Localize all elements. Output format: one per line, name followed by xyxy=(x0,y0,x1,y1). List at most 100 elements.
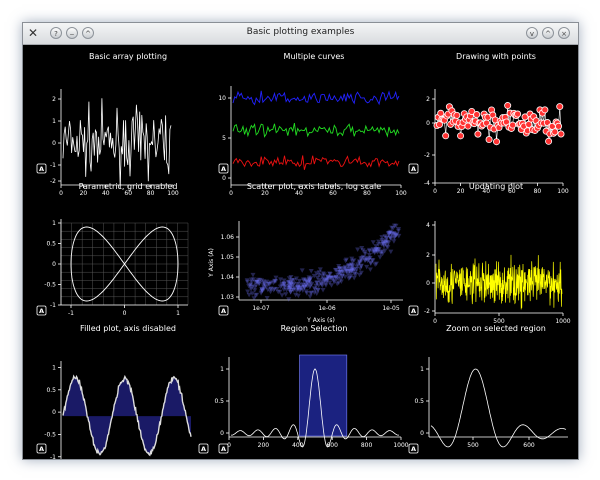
scatter-point xyxy=(306,275,312,280)
scatter-point xyxy=(343,266,349,272)
close-icon[interactable]: × xyxy=(558,27,570,39)
auto-range-button[interactable]: A xyxy=(408,163,419,174)
scatter-point xyxy=(340,268,346,274)
scatter-point xyxy=(349,265,355,270)
scatter-point xyxy=(277,284,283,290)
scatter-point xyxy=(307,283,313,288)
scatter-point xyxy=(350,263,356,268)
scatter-point xyxy=(376,247,382,252)
maximize-icon[interactable]: ^ xyxy=(542,27,554,39)
scatter-point xyxy=(375,248,381,253)
y-tick-label: 2 xyxy=(52,96,56,103)
scatter-point xyxy=(268,286,274,292)
scatter-point xyxy=(384,244,390,249)
scatter-point xyxy=(303,279,309,285)
scatter-point xyxy=(388,229,394,235)
scatter-point xyxy=(339,270,345,275)
auto-range-button[interactable]: A xyxy=(408,443,419,454)
scatter-point xyxy=(353,272,359,277)
scatter-point xyxy=(357,272,363,278)
plot-panel-4[interactable]: Parametric, grid enabled -1 0 1 1 0.5 0 -0.5 -1 A xyxy=(36,182,189,317)
scatter-point xyxy=(333,274,339,280)
x-tick-label: 0 xyxy=(123,310,127,317)
auto-range-button[interactable]: A xyxy=(36,163,47,174)
scatter-point xyxy=(346,266,352,272)
scatter-point xyxy=(373,247,379,253)
plot-title: Parametric, grid enabled xyxy=(79,182,178,191)
scatter-point xyxy=(306,279,312,284)
scatter-point xyxy=(285,279,291,285)
plot-title: Region Selection xyxy=(281,324,348,333)
x-tick-label: 500 xyxy=(467,442,479,449)
y-tick-label: 10 xyxy=(218,95,226,102)
scatter-point xyxy=(317,267,323,272)
scatter-point xyxy=(378,249,384,255)
scatter-point xyxy=(299,268,305,273)
scatter-point xyxy=(392,232,398,237)
auto-range-label: A xyxy=(221,165,226,173)
scatter-point xyxy=(342,264,348,270)
plot-panel-2[interactable]: Multiple curves 0 20 40 60 80 100 10 5 0 A xyxy=(218,52,407,197)
x-tick-label: 600 xyxy=(523,442,535,449)
scatter-point xyxy=(307,277,313,283)
scatter-point xyxy=(357,259,363,265)
scatter-point xyxy=(300,282,306,287)
scatter-point xyxy=(385,245,391,250)
auto-range-button[interactable]: A xyxy=(36,305,47,316)
scatter-point xyxy=(294,284,300,290)
scatter-point xyxy=(261,280,267,286)
menu-icon[interactable]: v xyxy=(526,27,538,39)
scatter-point xyxy=(335,269,341,275)
auto-range-button[interactable]: A xyxy=(218,443,229,454)
scatter-point xyxy=(246,292,252,298)
y-tick-label: 1 xyxy=(52,364,56,371)
scatter-point xyxy=(334,281,340,287)
data-point xyxy=(514,110,522,118)
scatter-point xyxy=(317,278,323,283)
scatter-point xyxy=(367,252,373,258)
plot-panel-5[interactable]: Scatter plot, axis labels, log scale 1e-0… xyxy=(208,182,403,324)
shade-icon[interactable]: ^ xyxy=(82,27,94,39)
scatter-point xyxy=(343,257,349,263)
scatter-point xyxy=(249,291,255,296)
scatter-point xyxy=(248,287,254,292)
scatter-point xyxy=(291,277,297,283)
plot-panel-1[interactable]: Basic array plotting 0 20 40 60 80 100 2 1 0 -1 -2 A xyxy=(36,52,179,197)
scatter-point xyxy=(395,228,401,234)
auto-range-button[interactable]: A xyxy=(218,163,229,174)
data-point xyxy=(437,109,445,117)
auto-range-button[interactable]: A xyxy=(408,305,419,316)
x-window-icon[interactable]: ✕ xyxy=(28,26,39,40)
auto-range-button[interactable]: A xyxy=(36,443,47,454)
scatter-point xyxy=(377,255,383,260)
x-tick-label: 100 xyxy=(167,190,179,197)
scatter-point xyxy=(373,249,379,254)
x-tick-label: 800 xyxy=(361,442,373,449)
auto-range-button[interactable]: A xyxy=(198,443,209,454)
auto-range-button[interactable]: A xyxy=(218,305,229,316)
title-bar[interactable]: ✕ ? ‒ ^ Basic plotting examples v ^ × xyxy=(23,23,578,45)
y-tick-label: 1.06 xyxy=(221,234,235,241)
region-selection[interactable] xyxy=(299,354,348,437)
scatter-point xyxy=(313,283,319,289)
scatter-point xyxy=(301,284,307,290)
scatter-point xyxy=(251,296,257,301)
help-icon[interactable]: ? xyxy=(50,27,62,39)
scatter-point xyxy=(386,232,392,237)
scatter-point xyxy=(245,289,251,294)
scatter-point xyxy=(256,279,262,285)
scatter-point xyxy=(343,269,349,274)
data-point xyxy=(509,121,517,129)
scatter-point xyxy=(314,275,320,281)
scatter-point xyxy=(329,283,335,288)
plot-panel-9[interactable]: Zoom on selected region 500 600 1 0.5 0 A xyxy=(408,324,568,454)
scatter-point xyxy=(370,258,376,263)
scatter-point xyxy=(267,281,273,287)
scatter-point xyxy=(375,250,381,255)
scatter-point xyxy=(254,279,260,285)
minimize-icon[interactable]: ‒ xyxy=(66,27,78,39)
plot-panel-7[interactable]: Filled plot, axis disabled 1 0.5 0 -0.5 -1 A A xyxy=(36,324,209,459)
